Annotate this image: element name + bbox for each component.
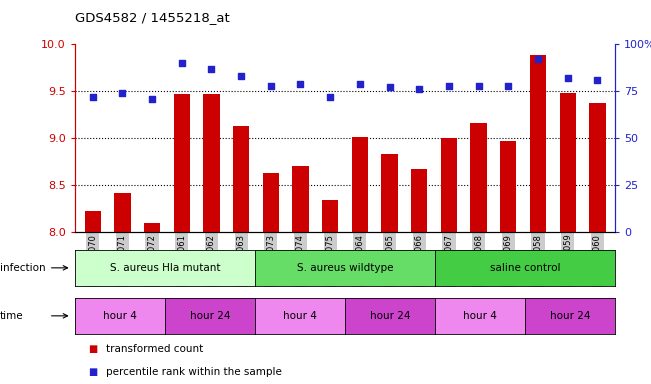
Point: [206, 66, 217, 72]
Point: [355, 81, 365, 87]
Text: infection: infection: [0, 263, 46, 273]
Point: [562, 75, 573, 81]
Point: [325, 94, 335, 100]
Text: time: time: [0, 311, 23, 321]
Text: GDS4582 / 1455218_at: GDS4582 / 1455218_at: [75, 12, 230, 25]
Bar: [114, 193, 131, 232]
Text: S. aureus Hla mutant: S. aureus Hla mutant: [109, 263, 220, 273]
Point: [592, 77, 603, 83]
Text: hour 4: hour 4: [463, 311, 497, 321]
Bar: [203, 94, 219, 232]
Text: saline control: saline control: [490, 263, 561, 273]
Point: [87, 94, 98, 100]
Bar: [352, 137, 368, 232]
Text: transformed count: transformed count: [106, 344, 203, 354]
Text: percentile rank within the sample: percentile rank within the sample: [106, 367, 282, 377]
Bar: [441, 138, 457, 232]
Point: [236, 73, 246, 79]
Bar: [471, 123, 487, 232]
Text: hour 4: hour 4: [283, 311, 317, 321]
Bar: [85, 211, 101, 232]
Bar: [589, 103, 605, 232]
Bar: [262, 173, 279, 232]
Text: ■: ■: [88, 367, 97, 377]
Point: [176, 60, 187, 66]
Bar: [381, 154, 398, 232]
Bar: [174, 94, 190, 232]
Point: [266, 83, 276, 89]
Point: [414, 86, 424, 93]
Point: [384, 84, 395, 91]
Bar: [411, 169, 428, 232]
Bar: [500, 141, 516, 232]
Point: [533, 56, 543, 62]
Bar: [233, 126, 249, 232]
Point: [296, 81, 306, 87]
Point: [147, 96, 158, 102]
Bar: [322, 200, 339, 232]
Bar: [559, 93, 576, 232]
Text: hour 4: hour 4: [103, 311, 137, 321]
Bar: [292, 167, 309, 232]
Point: [117, 90, 128, 96]
Text: ■: ■: [88, 344, 97, 354]
Point: [473, 83, 484, 89]
Text: hour 24: hour 24: [370, 311, 410, 321]
Point: [503, 83, 514, 89]
Text: hour 24: hour 24: [189, 311, 230, 321]
Text: S. aureus wildtype: S. aureus wildtype: [297, 263, 393, 273]
Bar: [144, 223, 160, 232]
Point: [444, 83, 454, 89]
Text: hour 24: hour 24: [550, 311, 590, 321]
Bar: [530, 55, 546, 232]
